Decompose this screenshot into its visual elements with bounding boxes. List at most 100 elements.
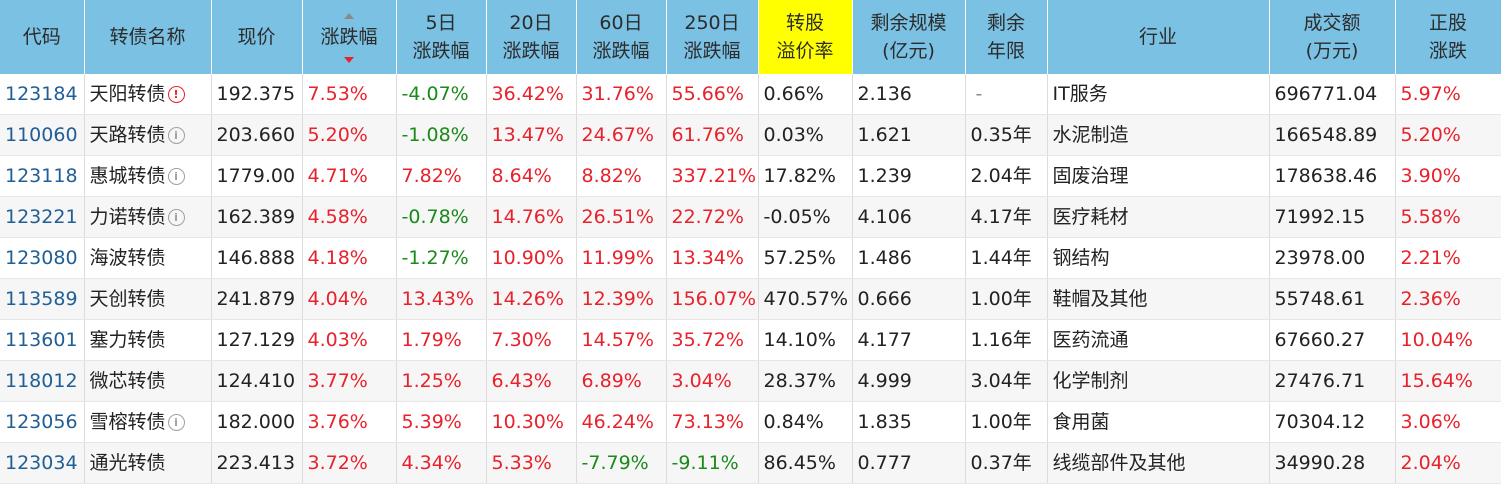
bond-name-link[interactable]: 惠城转债 <box>89 165 166 187</box>
cell-name[interactable]: 雪榕转债 i <box>84 401 212 443</box>
bond-name-link[interactable]: 海波转债 <box>89 247 166 269</box>
cell-code[interactable]: 123221 <box>0 196 85 238</box>
cell-code[interactable]: 123034 <box>0 442 85 484</box>
cell-years: 1.00年 <box>965 401 1048 443</box>
table-row[interactable]: 123221 力诺转债 i 162.389 4.58% -0.78% 14.76% 26.51… <box>0 196 1501 238</box>
info-icon[interactable]: i <box>167 209 185 226</box>
cell-volume: 178638.46 <box>1269 155 1396 197</box>
cell-name[interactable]: 通光转债 <box>84 442 212 484</box>
bond-code-link[interactable]: 113589 <box>5 288 78 310</box>
info-icon[interactable]: i <box>167 168 185 185</box>
table-row[interactable]: 113601 塞力转债 127.129 4.03% 1.79% 7.30% 14.57% 35… <box>0 319 1501 361</box>
cell-code[interactable]: 123056 <box>0 401 85 443</box>
column-header-d5[interactable]: 5日 涨跌幅 <box>396 0 487 74</box>
cell-code[interactable]: 123184 <box>0 74 85 115</box>
column-header-years[interactable]: 剩余 年限 <box>965 0 1048 74</box>
cell-code[interactable]: 113589 <box>0 278 85 320</box>
column-header-scale[interactable]: 剩余规模 (亿元) <box>852 0 966 74</box>
bond-code-link[interactable]: 123118 <box>5 165 78 187</box>
bond-code-link[interactable]: 123056 <box>5 411 78 433</box>
bond-name-link[interactable]: 力诺转债 <box>89 206 166 228</box>
table-row[interactable]: 113589 天创转债 241.879 4.04% 13.43% 14.26% 12.39%… <box>0 278 1501 320</box>
column-header-code[interactable]: 代码 <box>0 0 85 74</box>
cell-price: 146.888 <box>211 237 303 279</box>
cell-change: 3.72% <box>302 442 397 484</box>
column-header-d60[interactable]: 60日 涨跌幅 <box>576 0 667 74</box>
column-header-label: 20日 <box>509 12 553 34</box>
column-header-premium[interactable]: 转股 溢价率 <box>758 0 853 74</box>
cell-name[interactable]: 海波转债 <box>84 237 212 279</box>
table-row[interactable]: 123118 惠城转债 i 1779.00 4.71% 7.82% 8.64% 8.82% 33… <box>0 155 1501 197</box>
bond-code-link[interactable]: 123080 <box>5 247 78 269</box>
column-header-price[interactable]: 现价 <box>211 0 303 74</box>
cell-name[interactable]: 天创转债 <box>84 278 212 320</box>
column-header-volume[interactable]: 成交额 (万元) <box>1269 0 1396 74</box>
column-header-change[interactable]: 涨跌幅 <box>302 0 397 74</box>
cell-premium: 28.37% <box>758 360 853 402</box>
bond-code-link[interactable]: 123221 <box>5 206 78 228</box>
bond-name-link[interactable]: 天阳转债 <box>89 83 166 105</box>
cell-name[interactable]: 天路转债 i <box>84 114 212 156</box>
header-row: 代码 转债名称 现价 涨跌幅 5日 涨跌幅 20日 涨跌幅 60日 涨跌幅 250日 涨跌幅 转股 溢价率… <box>0 0 1501 74</box>
column-header-label: 剩余 <box>986 12 1025 34</box>
table-row[interactable]: 118012 微芯转债 124.410 3.77% 1.25% 6.43% 6.89% 3.0… <box>0 360 1501 402</box>
cell-industry: 固废治理 <box>1047 155 1270 197</box>
column-header-label: 正股 <box>1428 12 1467 34</box>
alert-icon[interactable]: ! <box>167 86 185 103</box>
table-row[interactable]: 123080 海波转债 146.888 4.18% -1.27% 10.90% 11.99%… <box>0 237 1501 279</box>
sorted-header-label: 涨跌幅 <box>320 13 378 63</box>
cell-name[interactable]: 天阳转债! <box>84 74 212 115</box>
cell-stock_change: 2.36% <box>1395 278 1501 320</box>
table-row[interactable]: 123184 天阳转债! 192.375 7.53% -4.07% 36.42% 31.76… <box>0 74 1501 115</box>
table-row[interactable]: 123034 通光转债 223.413 3.72% 4.34% 5.33% -7.79% -9… <box>0 442 1501 484</box>
bond-name-link[interactable]: 天创转债 <box>89 288 166 310</box>
bond-code-link[interactable]: 123034 <box>5 452 78 474</box>
cell-name[interactable]: 惠城转债 i <box>84 155 212 197</box>
cell-d250: 55.66% <box>666 74 759 115</box>
column-header-stock_change[interactable]: 正股 涨跌 <box>1395 0 1501 74</box>
cell-code[interactable]: 110060 <box>0 114 85 156</box>
cell-d250: 337.21% <box>666 155 759 197</box>
column-header-name[interactable]: 转债名称 <box>84 0 212 74</box>
cell-name[interactable]: 塞力转债 <box>84 319 212 361</box>
cell-stock_change: 2.04% <box>1395 442 1501 484</box>
bond-code-link[interactable]: 110060 <box>5 124 78 146</box>
cell-years: - <box>965 74 1048 115</box>
cell-code[interactable]: 123080 <box>0 237 85 279</box>
column-header-d20[interactable]: 20日涨跌幅 <box>486 0 577 74</box>
cell-d250: 156.07% <box>666 278 759 320</box>
cell-code[interactable]: 113601 <box>0 319 85 361</box>
cell-d20: 5.33% <box>486 442 577 484</box>
column-header-d250[interactable]: 250日 涨跌幅 <box>666 0 759 74</box>
sort-descending-icon <box>343 57 354 63</box>
bond-name-link[interactable]: 雪榕转债 <box>89 411 166 433</box>
info-icon[interactable]: i <box>167 414 185 431</box>
cell-code[interactable]: 118012 <box>0 360 85 402</box>
cell-price: 127.129 <box>211 319 303 361</box>
bond-code-link[interactable]: 118012 <box>5 370 78 392</box>
cell-scale: 1.621 <box>852 114 966 156</box>
cell-code[interactable]: 123118 <box>0 155 85 197</box>
cell-industry: 化学制剂 <box>1047 360 1270 402</box>
cell-name[interactable]: 微芯转债 <box>84 360 212 402</box>
cell-scale: 4.106 <box>852 196 966 238</box>
table-row[interactable]: 123056 雪榕转债 i 182.000 3.76% 5.39% 10.30% 46.24%… <box>0 401 1501 443</box>
bond-code-link[interactable]: 113601 <box>5 329 78 351</box>
cell-name[interactable]: 力诺转债 i <box>84 196 212 238</box>
bond-name-link[interactable]: 塞力转债 <box>89 329 166 351</box>
column-header-label: 涨跌幅 <box>502 40 560 62</box>
table-row[interactable]: 110060 天路转债 i 203.660 5.20% -1.08% 13.47% 24.67… <box>0 114 1501 156</box>
bond-name-link[interactable]: 微芯转债 <box>89 370 166 392</box>
bond-code-link[interactable]: 123184 <box>5 83 78 105</box>
bond-name-link[interactable]: 通光转债 <box>89 452 166 474</box>
cell-volume: 70304.12 <box>1269 401 1396 443</box>
cell-years: 3.04年 <box>965 360 1048 402</box>
info-icon[interactable]: i <box>167 127 185 144</box>
cell-d60: 46.24% <box>576 401 667 443</box>
bond-name-link[interactable]: 天路转债 <box>89 124 166 146</box>
cell-d60: 31.76% <box>576 74 667 115</box>
cell-d60: 26.51% <box>576 196 667 238</box>
column-header-industry[interactable]: 行业 <box>1047 0 1270 74</box>
cell-stock_change: 5.97% <box>1395 74 1501 115</box>
